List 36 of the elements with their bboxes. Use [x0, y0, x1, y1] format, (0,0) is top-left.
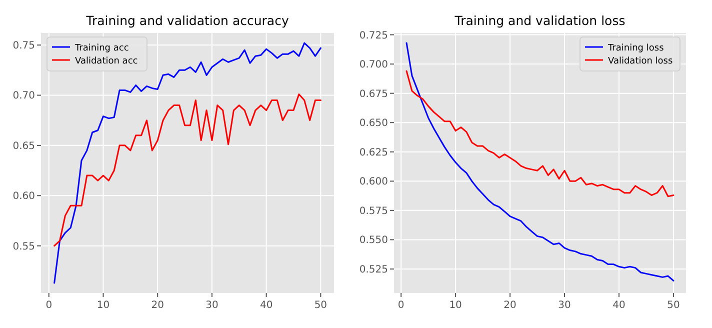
line-series: [406, 70, 674, 198]
line-series: [54, 42, 322, 284]
chart-title: Training and validation accuracy: [85, 13, 290, 28]
y-tick-label: 0.675: [359, 88, 388, 100]
x-tick-label: 50: [667, 300, 680, 311]
y-tick-label: 0.55: [12, 241, 35, 252]
x-tick-label: 0: [398, 300, 404, 311]
y-tick-label: 0.575: [359, 206, 388, 217]
y-tick-label: 0.550: [359, 235, 388, 246]
y-tick-label: 0.60: [12, 191, 35, 202]
y-tick-label: 0.65: [12, 140, 35, 152]
x-tick-label: 40: [612, 300, 626, 311]
y-tick-label: 0.625: [359, 147, 388, 158]
x-tick-label: 30: [206, 300, 218, 311]
x-tick-label: 30: [558, 300, 571, 311]
y-tick-label: 0.600: [359, 176, 388, 188]
y-tick-label: 0.650: [359, 118, 388, 130]
line-series: [406, 42, 674, 282]
x-tick-label: 40: [260, 300, 273, 311]
legend-label: Training loss: [607, 44, 664, 54]
x-tick-label: 20: [504, 300, 516, 311]
x-tick-label: 10: [449, 300, 462, 311]
legend-label: Validation acc: [75, 56, 138, 66]
line-series: [54, 93, 322, 247]
y-tick-label: 0.70: [12, 90, 35, 102]
y-tick-label: 0.725: [359, 30, 388, 42]
legend-label: Training acc: [74, 44, 129, 54]
y-tick-label: 0.75: [12, 40, 35, 52]
chart-title: Training and validation loss: [454, 13, 626, 28]
x-tick-label: 10: [96, 300, 110, 311]
legend-label: Validation loss: [608, 56, 673, 66]
y-tick-label: 0.525: [359, 264, 388, 276]
x-tick-label: 0: [46, 300, 52, 311]
x-tick-label: 20: [151, 300, 164, 311]
y-tick-label: 0.700: [359, 60, 388, 71]
x-tick-label: 50: [314, 300, 328, 311]
